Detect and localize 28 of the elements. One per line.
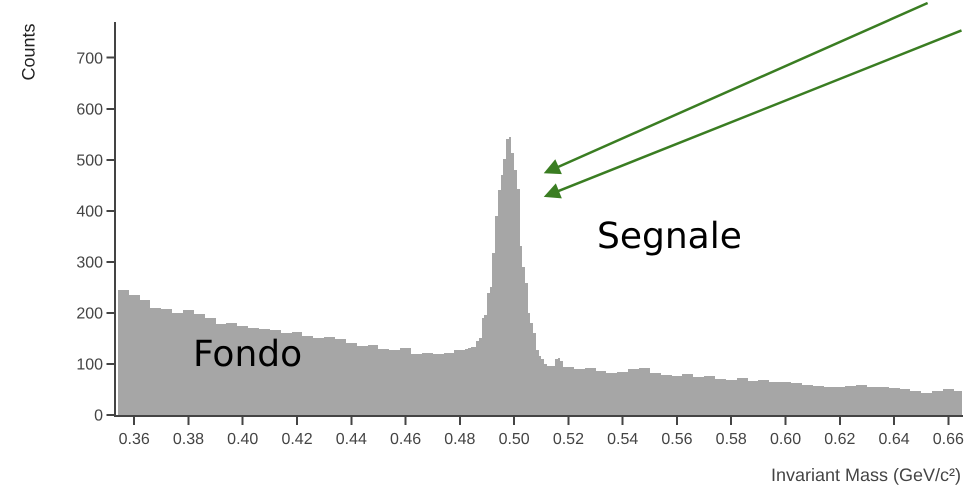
x-tick-label: 0.44 <box>336 430 367 448</box>
x-tick-label: 0.50 <box>498 430 530 448</box>
x-tick-label: 0.38 <box>172 430 204 448</box>
x-tick-label: 0.56 <box>661 430 693 448</box>
x-tick-label: 0.48 <box>444 430 476 448</box>
x-tick-label: 0.52 <box>552 430 584 448</box>
y-tick-label: 400 <box>76 203 104 220</box>
x-tick-label: 0.58 <box>716 430 747 448</box>
y-tick-label: 600 <box>76 101 104 118</box>
y-tick-label: 300 <box>76 254 104 272</box>
y-tick-label: 100 <box>76 356 104 374</box>
x-axis-title: Invariant Mass (GeV/c²) <box>771 465 962 485</box>
y-tick-label: 200 <box>76 306 104 323</box>
x-tick-label: 0.64 <box>878 430 910 448</box>
x-tick-label: 0.66 <box>932 430 964 448</box>
y-tick-label: 0 <box>94 408 104 425</box>
y-axis-title: Counts <box>18 23 38 80</box>
x-tick-label: 0.36 <box>118 430 150 448</box>
y-tick-label: 700 <box>76 50 104 68</box>
x-tick-label: 0.40 <box>227 430 258 448</box>
annotation: Fondo <box>193 334 302 375</box>
annotation: Segnale <box>597 216 742 257</box>
x-tick-label: 0.62 <box>824 430 856 448</box>
y-tick-label: 500 <box>76 152 104 170</box>
x-tick-label: 0.54 <box>607 430 638 448</box>
x-tick-label: 0.42 <box>281 430 313 448</box>
x-tick-label: 0.46 <box>390 430 422 448</box>
x-tick-label: 0.60 <box>770 430 802 448</box>
